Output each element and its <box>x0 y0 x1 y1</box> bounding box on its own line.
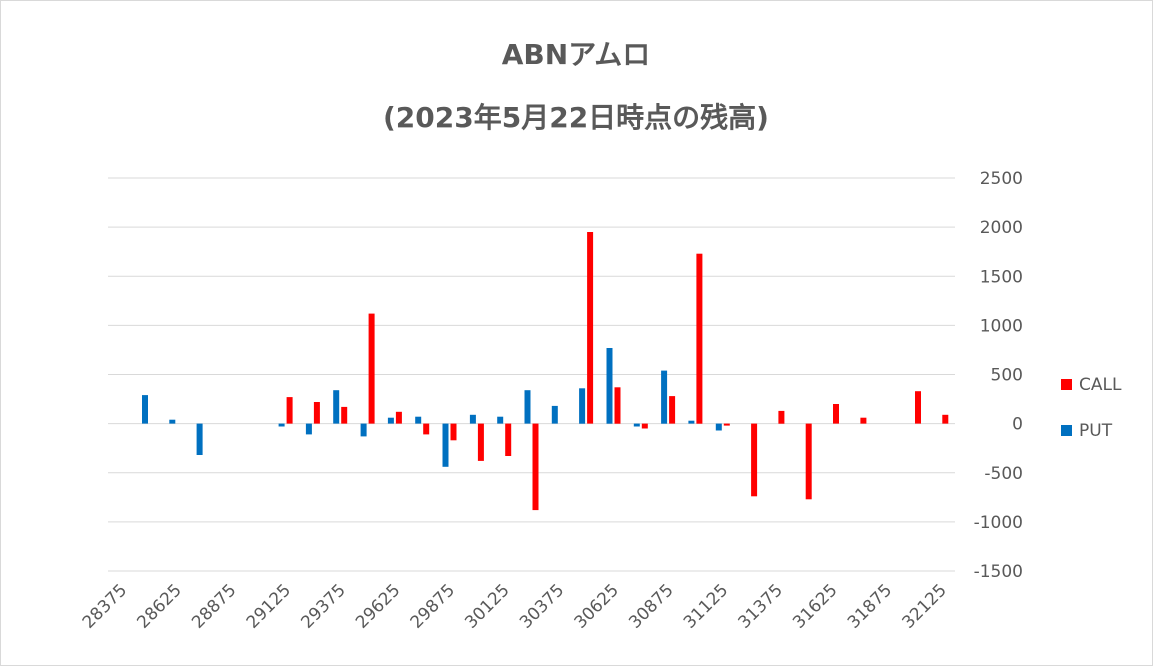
bar-put <box>142 395 148 424</box>
bar-put <box>333 390 340 424</box>
x-tick-label: 28625 <box>133 580 185 632</box>
x-tick-label: 29375 <box>297 580 349 632</box>
bar-call <box>723 423 730 426</box>
bar-put <box>715 423 722 431</box>
bar-put <box>442 423 449 467</box>
bar-call <box>395 411 402 424</box>
bar-put <box>360 423 367 437</box>
bar-call <box>505 423 512 456</box>
bar-call <box>641 423 648 429</box>
y-tick-label: 500 <box>991 366 1023 386</box>
x-tick-label: 28375 <box>79 580 131 632</box>
bar-put <box>606 348 613 424</box>
bar-put <box>633 423 640 427</box>
bar-call <box>450 423 457 441</box>
legend: CALL PUT <box>1061 375 1122 441</box>
bar-call <box>341 406 348 424</box>
legend-label-put: PUT <box>1079 421 1113 441</box>
bar-call <box>423 423 430 435</box>
chart-subtitle: (2023年5月22日時点の残高) <box>383 101 769 134</box>
bar-call <box>778 410 785 424</box>
legend-swatch-put <box>1061 425 1072 436</box>
x-tick-label: 31875 <box>844 580 896 632</box>
y-tick-label: 1000 <box>980 316 1023 336</box>
bars <box>142 232 949 511</box>
bar-call <box>477 423 484 461</box>
x-tick-label: 30875 <box>625 580 677 632</box>
bar-put <box>497 416 504 424</box>
y-tick-label: -500 <box>984 464 1023 484</box>
y-tick-label: -1000 <box>974 513 1023 533</box>
bar-call <box>751 423 758 497</box>
bar-put <box>661 370 668 424</box>
bar-call <box>696 253 703 424</box>
bar-put <box>387 417 394 424</box>
gridlines <box>108 177 955 572</box>
bar-call <box>915 391 921 424</box>
bar-call <box>805 423 812 500</box>
bar-call <box>614 387 621 424</box>
bar-put <box>196 423 203 455</box>
bar-call <box>368 313 375 424</box>
chart-title: ABNアムロ <box>502 38 651 71</box>
bar-call <box>587 232 594 424</box>
bar-call <box>286 397 293 424</box>
y-tick-label: 2500 <box>980 169 1023 189</box>
bar-put <box>278 423 285 427</box>
x-tick-label: 31375 <box>735 580 787 632</box>
x-tick-label: 29875 <box>407 580 459 632</box>
bar-call <box>860 417 867 424</box>
y-tick-label: -1500 <box>974 562 1023 582</box>
y-tick-label: 1500 <box>980 267 1023 287</box>
y-axis-ticks: 2500 2000 1500 1000 500 0 -500 -1000 -1500 <box>974 169 1023 582</box>
bar-put <box>415 416 422 424</box>
bar-call <box>833 404 839 424</box>
x-tick-label: 31625 <box>789 580 841 632</box>
bar-put <box>169 419 176 424</box>
x-tick-label: 32125 <box>898 580 950 632</box>
bar-put <box>469 414 476 424</box>
y-tick-label: 0 <box>1012 415 1023 435</box>
x-tick-label: 29125 <box>243 580 295 632</box>
bar-put <box>524 390 531 424</box>
legend-swatch-call <box>1061 379 1072 390</box>
x-tick-label: 28875 <box>188 580 240 632</box>
legend-label-call: CALL <box>1079 375 1122 395</box>
bar-call <box>942 414 949 424</box>
bar-put <box>688 420 695 424</box>
x-tick-label: 29625 <box>352 580 404 632</box>
bar-call <box>532 423 539 511</box>
bar-put <box>579 388 586 424</box>
x-axis-ticks: 28375 28625 28875 29125 29375 29625 29875 30125… <box>79 580 951 632</box>
bar-call <box>669 396 676 424</box>
x-tick-label: 30375 <box>516 580 568 632</box>
x-tick-label: 30125 <box>461 580 513 632</box>
bar-call <box>313 402 320 424</box>
x-tick-label: 30625 <box>571 580 623 632</box>
bar-put <box>551 405 558 424</box>
x-tick-label: 31125 <box>680 580 732 632</box>
y-tick-label: 2000 <box>980 218 1023 238</box>
bar-put <box>305 423 312 435</box>
